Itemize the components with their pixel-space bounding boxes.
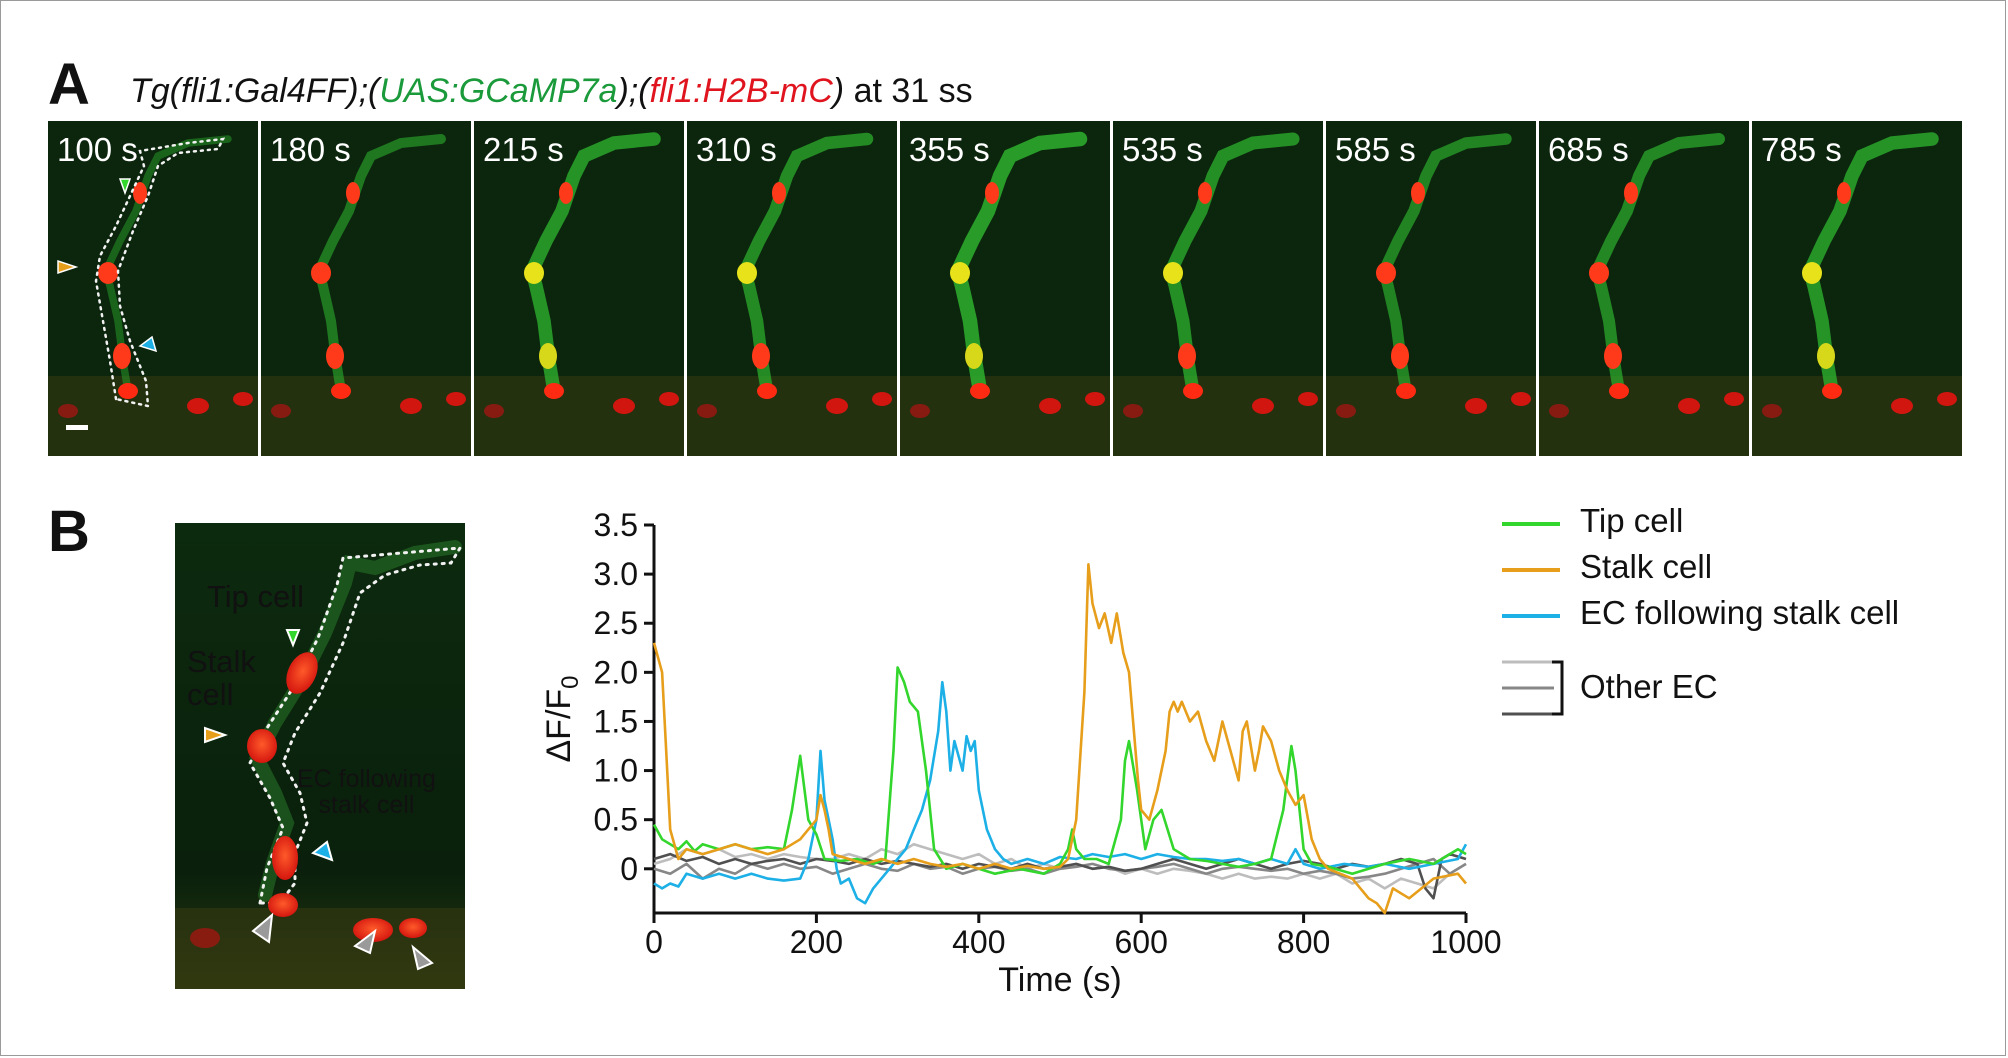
label-layer: 0 200 400 600 800 1000 0 0.5 1.0 1.5 2.0 2.5 3.0 3.5 T… [540, 507, 1502, 999]
series-line-other-ec-4 [653, 857, 1467, 880]
frame-time-label: 310 s [696, 131, 777, 168]
frame-image [261, 121, 471, 456]
panel-b-letter: B [48, 499, 90, 564]
timelapse-frame: 535 s [1113, 121, 1323, 456]
timelapse-frame: 180 s [261, 121, 471, 456]
title-part-h2b: fli1:H2B-mC [649, 72, 833, 110]
stalk-cell-label: Stalk cell [187, 644, 256, 712]
y-tick-label: 1.5 [594, 703, 638, 739]
y-tick-label: 0 [620, 851, 638, 887]
title-part-5: ) [832, 72, 845, 110]
x-tick-label: 600 [1115, 924, 1168, 960]
panel-a-title: Tg(fli1:Gal4FF);(UAS:GCaMP7a);(fli1:H2B-… [130, 72, 973, 111]
frame-time-label: 535 s [1122, 131, 1203, 168]
frame-time-label: 215 s [483, 131, 564, 168]
frame-image [1326, 121, 1536, 456]
legend-item-stalk: Stalk cell [1498, 548, 1998, 588]
y-tick-label: 2.5 [594, 605, 638, 641]
stalk-cell-label-line2: cell [187, 676, 234, 712]
series-line-tip-cell [652, 666, 1467, 876]
legend-label-stalk: Stalk cell [1580, 548, 1713, 585]
stalk-cell-label-line1: Stalk [187, 644, 256, 679]
calcium-trace-chart: 0 200 400 600 800 1000 0 0.5 1.0 1.5 2.0 2.5 3.0 3.5 T… [520, 500, 1520, 1020]
ec-following-label: EC following stalk cell [297, 766, 436, 819]
chart-svg: 0 200 400 600 800 1000 0 0.5 1.0 1.5 2.0 2.5 3.0 3.5 T… [540, 507, 1502, 999]
legend-swatch-tip [1502, 522, 1560, 526]
x-tick-label: 1000 [1430, 924, 1501, 960]
frame-image [474, 121, 684, 456]
title-part-1: Tg(fli1:Gal4FF);( [130, 72, 380, 110]
y-tick-label: 1.0 [594, 753, 638, 789]
title-part-gcamp: UAS:GCaMP7a [379, 72, 618, 110]
legend-swatch-stalk [1502, 568, 1560, 572]
series-layer [652, 563, 1468, 915]
y-tick-label: 2.0 [594, 654, 638, 690]
timelapse-frame: 100 s [48, 121, 258, 456]
timelapse-frame: 785 s [1752, 121, 1962, 456]
timelapse-strip: 100 s 180 s 215 s 310 s 355 s 535 s 585 s 685 s… [48, 121, 1962, 456]
title-part-3: );( [617, 72, 650, 110]
x-axis-label: Time (s) [998, 961, 1121, 999]
frame-time-label: 785 s [1761, 131, 1842, 168]
frame-image [1752, 121, 1962, 456]
legend-swatch-ec-following [1502, 614, 1560, 618]
frame-time-label: 100 s [57, 131, 138, 168]
frame-time-label: 685 s [1548, 131, 1629, 168]
frame-image [900, 121, 1110, 456]
legend-bracket [1552, 660, 1564, 716]
y-tick-label: 3.5 [594, 507, 638, 543]
timelapse-frame: 585 s [1326, 121, 1536, 456]
timelapse-frame: 310 s [687, 121, 897, 456]
title-part-stage: at 31 ss [844, 72, 973, 110]
chart-legend: Tip cell Stalk cell EC following stalk c… [1498, 500, 1998, 740]
ec-following-label-line1: EC following [297, 765, 436, 793]
x-tick-label: 0 [645, 924, 663, 960]
panel-a-letter: A [48, 52, 90, 117]
cell-overview-svg [175, 523, 465, 989]
frame-image [687, 121, 897, 456]
legend-item-tip: Tip cell [1498, 502, 1998, 542]
timelapse-frame: 685 s [1539, 121, 1749, 456]
frame-image [48, 121, 258, 456]
legend-item-ec-following: EC following stalk cell [1498, 594, 1998, 634]
y-tick-label: 3.0 [594, 556, 638, 592]
legend-label-ec-following: EC following stalk cell [1580, 594, 1900, 631]
legend-label-other: Other EC [1580, 668, 1718, 705]
y-tick-label: 0.5 [594, 802, 638, 838]
frame-time-label: 355 s [909, 131, 990, 168]
x-tick-label: 200 [790, 924, 843, 960]
frame-image [1113, 121, 1323, 456]
y-axis-label: ΔF/F0 [540, 675, 584, 762]
series-line-stalk-cell [652, 563, 1468, 915]
timelapse-frame: 215 s [474, 121, 684, 456]
ec-following-label-line2: stalk cell [318, 791, 415, 820]
legend-label-tip: Tip cell [1580, 502, 1684, 539]
axes-layer [644, 523, 1468, 923]
x-tick-label: 800 [1277, 924, 1330, 960]
frame-time-label: 180 s [270, 131, 351, 168]
x-tick-label: 400 [952, 924, 1005, 960]
cell-overview-image: Tip cell Stalk cell EC following stalk c… [175, 523, 465, 989]
legend-other-ec-swatches [1502, 660, 1564, 716]
timelapse-frame: 355 s [900, 121, 1110, 456]
frame-image [1539, 121, 1749, 456]
tip-cell-label: Tip cell [207, 579, 305, 614]
frame-time-label: 585 s [1335, 131, 1416, 168]
